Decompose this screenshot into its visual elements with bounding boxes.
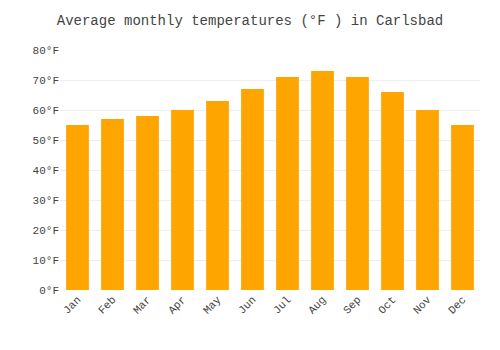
svg-text:Oct: Oct	[376, 294, 398, 316]
svg-text:60°F: 60°F	[33, 105, 59, 117]
svg-text:May: May	[201, 294, 224, 317]
svg-text:10°F: 10°F	[33, 255, 59, 267]
svg-text:Sep: Sep	[341, 294, 363, 316]
svg-text:Jul: Jul	[271, 294, 293, 316]
svg-text:70°F: 70°F	[33, 75, 59, 87]
svg-text:40°F: 40°F	[33, 165, 59, 177]
svg-text:Jan: Jan	[61, 294, 83, 316]
svg-text:Nov: Nov	[411, 294, 434, 317]
svg-text:50°F: 50°F	[33, 135, 59, 147]
svg-text:Average monthly temperatures (: Average monthly temperatures (°F ) in Ca…	[57, 13, 443, 29]
svg-text:30°F: 30°F	[33, 195, 59, 207]
svg-text:Apr: Apr	[166, 294, 188, 316]
svg-text:80°F: 80°F	[33, 45, 59, 57]
svg-text:Jun: Jun	[236, 294, 258, 316]
svg-text:20°F: 20°F	[33, 225, 59, 237]
svg-text:Feb: Feb	[96, 294, 118, 316]
svg-text:Mar: Mar	[131, 294, 153, 316]
svg-text:0°F: 0°F	[39, 285, 59, 297]
svg-text:Aug: Aug	[306, 294, 328, 316]
svg-text:Dec: Dec	[446, 294, 468, 316]
